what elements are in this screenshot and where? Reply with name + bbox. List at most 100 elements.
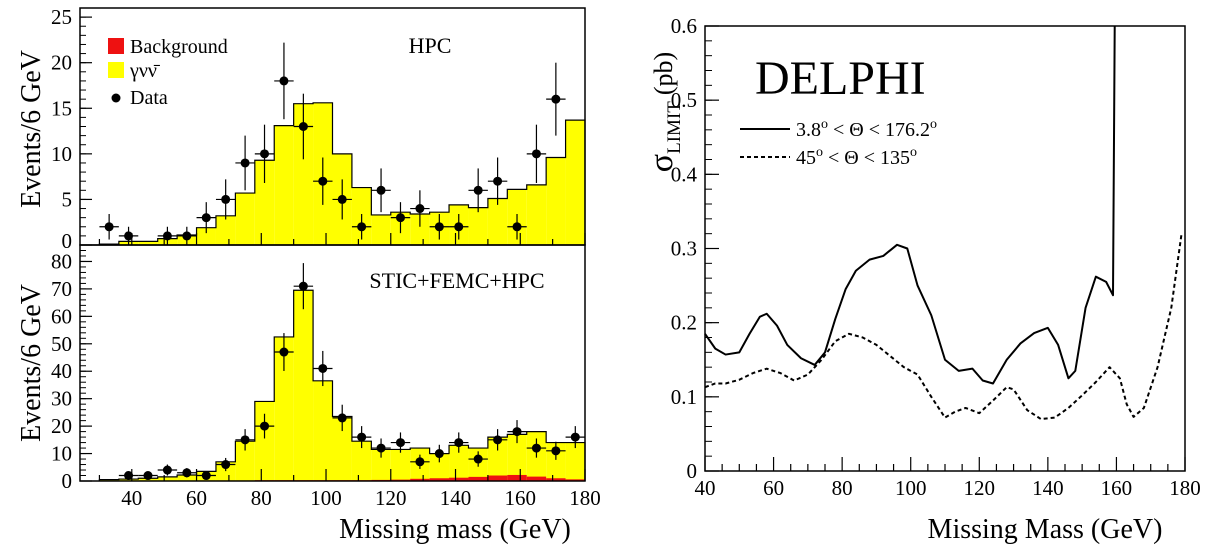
data-marker [434, 449, 444, 459]
signal-bar [254, 160, 275, 245]
x-tick-label: 180 [1169, 476, 1201, 500]
limit-curves [704, 25, 1183, 421]
data-point [332, 404, 352, 432]
signal-bar [157, 476, 178, 481]
x-tick-label: 60 [763, 476, 784, 500]
data-marker [124, 471, 134, 481]
signal-bar [293, 103, 314, 245]
data-marker [570, 432, 580, 442]
hpc-data-points [99, 42, 566, 245]
data-marker [395, 438, 405, 448]
x-tick-label: 40 [121, 486, 142, 510]
data-point [487, 157, 508, 205]
legend-signal-label: γνν̄ [129, 60, 161, 82]
hpc-panel-label: HPC [409, 33, 452, 58]
y-tick-label: 70 [51, 277, 72, 301]
x-tick-label: 160 [505, 486, 537, 510]
delphi-title: DELPHI [755, 52, 926, 105]
data-point [449, 214, 469, 240]
y-tick-label: 10 [51, 442, 72, 466]
data-point [138, 471, 158, 481]
x-tick-label: 100 [895, 476, 927, 500]
x-tick-label: 160 [1101, 476, 1133, 500]
signal-bar [410, 214, 430, 245]
data-point [332, 179, 352, 220]
data-marker [551, 94, 561, 104]
data-marker [318, 176, 328, 186]
x-tick-label: 100 [310, 486, 342, 510]
data-point [99, 214, 119, 240]
data-marker [337, 194, 347, 204]
signal-bar [235, 441, 255, 481]
data-marker [493, 435, 503, 445]
signal-bar [449, 445, 469, 481]
background-bar [429, 478, 450, 481]
data-marker [357, 222, 367, 232]
background-bar [507, 474, 527, 481]
data-marker [531, 149, 541, 159]
data-marker [454, 222, 464, 232]
signal-bar [429, 453, 450, 481]
data-point [254, 124, 275, 184]
data-marker [182, 468, 192, 478]
y-tick-label: 60 [51, 304, 72, 328]
data-point [410, 454, 430, 469]
x-tick-label: 80 [832, 476, 853, 500]
signal-bar [215, 461, 236, 481]
data-point [313, 350, 333, 387]
data-point [235, 135, 255, 191]
combined-y-axis-label: Events/6 GeV [16, 284, 47, 442]
data-point [526, 124, 547, 184]
data-marker [182, 231, 192, 241]
y-tick-label: 80 [51, 249, 72, 273]
x-tick-label: 120 [375, 486, 407, 510]
data-marker [143, 471, 153, 481]
combined-y-ticks: 0 10 20 30 40 50 60 70 80 [51, 244, 92, 493]
limit-y-axis-label: σLIMIT(pb) [643, 52, 685, 172]
limit-x-axis-label: Missing Mass (GeV) [928, 514, 1163, 545]
background-bar [487, 475, 508, 481]
data-point [274, 333, 294, 371]
data-point [293, 263, 314, 310]
data-point [410, 190, 430, 227]
data-point [565, 426, 585, 449]
signal-bar [487, 437, 508, 481]
data-point [254, 413, 275, 439]
background-bar [449, 477, 469, 481]
background-bar [410, 478, 430, 481]
data-marker [376, 443, 386, 453]
y-tick-label: 5 [62, 187, 73, 211]
background-bar [565, 479, 585, 481]
x-tick-label: 80 [251, 486, 272, 510]
data-marker [104, 222, 114, 232]
y-tick-label: 20 [51, 414, 72, 438]
data-point [390, 432, 411, 453]
data-point [390, 202, 411, 234]
limit-legend: 3.8o < Θ < 176.2o 45o < Θ < 135o [740, 117, 937, 169]
solid-limit-curve [704, 25, 1116, 385]
data-marker [473, 454, 483, 464]
signal-bar [487, 198, 508, 245]
signal-bar [118, 479, 139, 481]
y-tick-label: 0 [62, 469, 73, 493]
data-marker [279, 347, 289, 357]
data-marker [298, 122, 308, 131]
combined-plot-frame [79, 244, 586, 482]
signal-bar [507, 434, 527, 481]
data-marker [260, 421, 270, 431]
data-point [526, 438, 547, 458]
background-bar [546, 478, 566, 481]
y-tick-label: 30 [51, 387, 72, 411]
combined-panel-label: STIC+FEMC+HPC [369, 268, 544, 293]
data-point [351, 214, 372, 240]
y-tick-label: 0.5 [671, 88, 697, 112]
data-point [215, 457, 236, 472]
signal-bar [351, 441, 372, 481]
dashed-limit-curve [704, 233, 1183, 421]
data-point [196, 471, 216, 481]
signal-bar [235, 193, 255, 245]
x-tick-label: 180 [569, 486, 601, 510]
signal-bar [546, 157, 566, 245]
data-marker [415, 457, 425, 467]
